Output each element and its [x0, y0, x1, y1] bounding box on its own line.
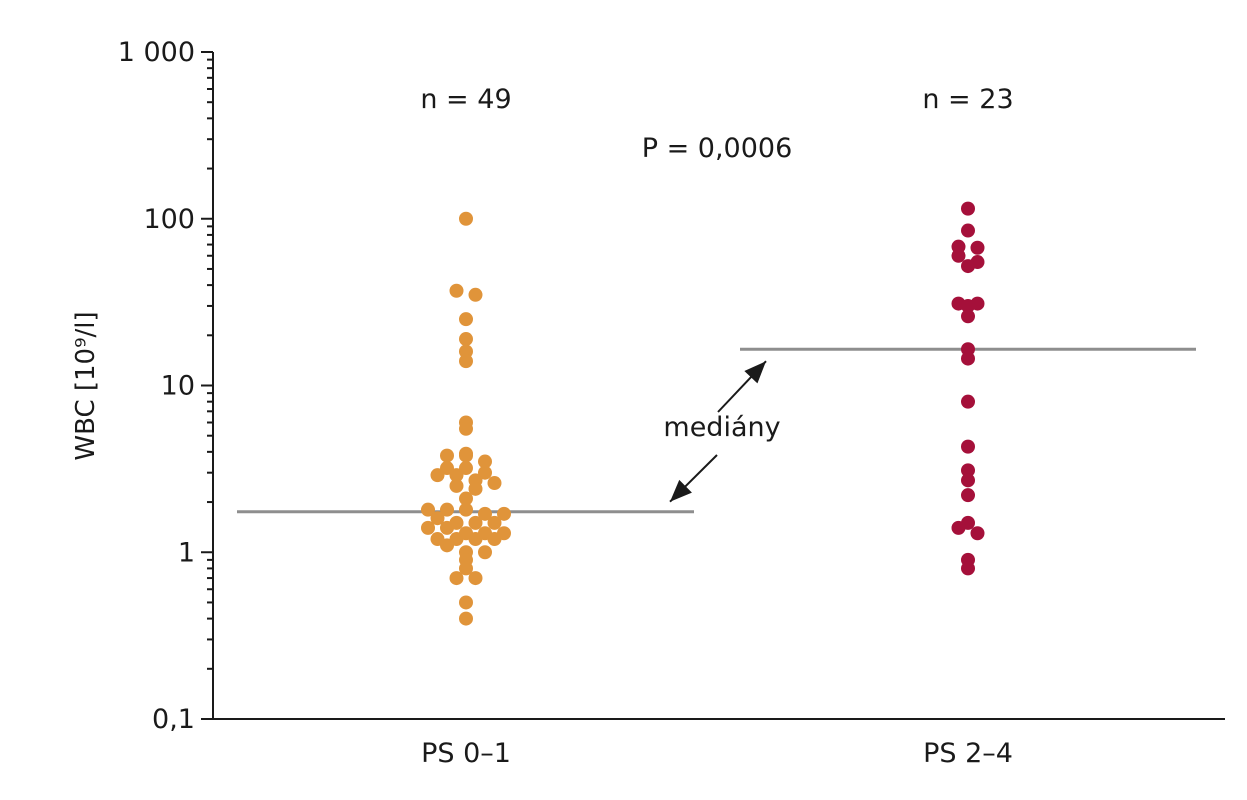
data-point-ps24 — [961, 201, 975, 216]
data-point-ps01 — [478, 545, 492, 560]
data-point-ps01 — [459, 211, 473, 226]
data-point-ps24 — [961, 488, 975, 503]
data-point-ps24 — [961, 298, 975, 313]
data-point-ps24 — [961, 473, 975, 488]
data-point-ps01 — [459, 611, 473, 626]
data-point-ps01 — [449, 468, 464, 483]
data-point-ps01 — [459, 491, 473, 506]
data-point-ps24 — [961, 439, 975, 454]
data-point-ps24 — [961, 309, 975, 324]
arrow-to-median-ps24 — [717, 360, 767, 413]
data-point-ps01 — [468, 481, 483, 496]
data-point-ps01 — [478, 454, 492, 469]
data-point-ps24 — [961, 351, 975, 366]
data-point-ps01 — [478, 506, 492, 521]
y-tick-label: 10 — [161, 371, 195, 402]
data-point-ps01 — [440, 461, 454, 476]
data-point-ps01 — [421, 502, 435, 517]
data-point-ps01 — [440, 448, 454, 463]
p-value-label: P = 0,0006 — [642, 133, 793, 164]
data-point-ps01 — [430, 468, 445, 483]
data-point-ps01 — [459, 312, 473, 327]
data-point-ps24 — [961, 394, 975, 409]
data-point-ps01 — [459, 448, 473, 463]
data-point-ps01 — [497, 506, 511, 521]
data-point-ps01 — [459, 461, 473, 476]
y-tick-label: 1 — [178, 537, 195, 568]
data-point-ps01 — [459, 344, 473, 359]
data-point-ps01 — [440, 538, 454, 553]
arrow-head — [670, 479, 692, 502]
data-point-ps01 — [459, 502, 473, 517]
y-axis-label: WBC [10⁹/l] — [71, 311, 101, 460]
data-point-ps01 — [478, 465, 492, 480]
median-annotation-label: mediány — [663, 412, 780, 443]
data-point-ps01 — [459, 595, 473, 610]
data-point-ps01 — [468, 532, 483, 547]
data-point-ps01 — [468, 571, 483, 586]
data-point-ps01 — [440, 520, 454, 535]
data-point-ps24 — [951, 248, 966, 263]
count-label: n = 49 — [420, 84, 511, 115]
data-points — [421, 201, 985, 626]
data-point-ps01 — [468, 515, 483, 530]
data-point-ps01 — [459, 332, 473, 347]
axes — [201, 51, 1225, 720]
chart-labels: 0,1 1 10 100 1 000 WBC [10⁹/l] PS 0–1 PS 2–4 n =… — [71, 37, 1014, 769]
data-point-ps01 — [459, 561, 473, 576]
data-point-ps01 — [459, 354, 473, 369]
y-tick-label: 0,1 — [152, 704, 195, 735]
y-tick-label: 1 000 — [118, 37, 195, 68]
data-point-ps01 — [459, 421, 473, 436]
count-label: n = 23 — [922, 84, 1013, 115]
y-tick-label: 100 — [143, 204, 195, 235]
data-point-ps24 — [961, 223, 975, 238]
x-category-label: PS 2–4 — [923, 738, 1013, 769]
data-point-ps01 — [449, 283, 464, 298]
data-point-ps24 — [951, 520, 966, 535]
arrow-to-median-ps01 — [669, 454, 718, 503]
data-point-ps24 — [961, 463, 975, 478]
data-point-ps01 — [468, 287, 483, 302]
data-point-ps01 — [449, 571, 464, 586]
x-category-label: PS 0–1 — [421, 738, 511, 769]
data-point-ps01 — [487, 515, 502, 530]
arrow-head — [744, 361, 766, 384]
data-point-ps01 — [430, 511, 445, 526]
data-point-ps24 — [970, 526, 985, 541]
data-point-ps24 — [970, 240, 985, 255]
data-point-ps24 — [961, 561, 975, 576]
data-point-ps01 — [440, 502, 454, 517]
data-point-ps01 — [421, 520, 435, 535]
data-point-ps01 — [487, 532, 502, 547]
data-point-ps01 — [487, 476, 502, 491]
data-point-ps24 — [961, 259, 975, 274]
data-point-ps01 — [449, 478, 464, 493]
